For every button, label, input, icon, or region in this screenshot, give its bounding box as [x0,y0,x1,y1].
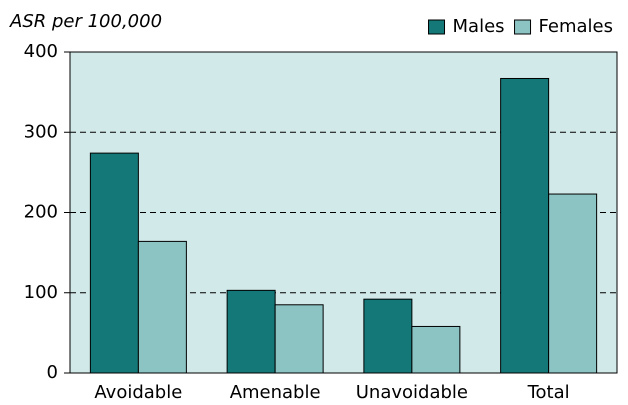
bar [274,304,324,374]
bar [89,152,139,374]
legend-swatch [514,19,532,35]
y-tick-label: 400 [24,41,58,62]
x-tick-label: Total [527,382,570,403]
y-axis-label: ASR per 100,000 [9,11,162,32]
legend-label: Females [539,16,613,37]
y-tick-label: 200 [24,202,58,223]
legend-swatch [428,19,446,35]
bar [226,289,276,374]
x-tick-label: Avoidable [94,382,182,403]
bar [363,298,413,374]
bar [137,240,187,374]
legend-label: Males [453,16,505,37]
y-tick-label: 0 [47,362,58,383]
bar [411,325,461,374]
x-tick-label: Unavoidable [356,382,468,403]
y-tick-label: 100 [24,282,58,303]
x-tick-label: Amenable [230,382,321,403]
y-tick-label: 300 [24,121,58,142]
bar [548,193,598,374]
bar [500,77,550,374]
